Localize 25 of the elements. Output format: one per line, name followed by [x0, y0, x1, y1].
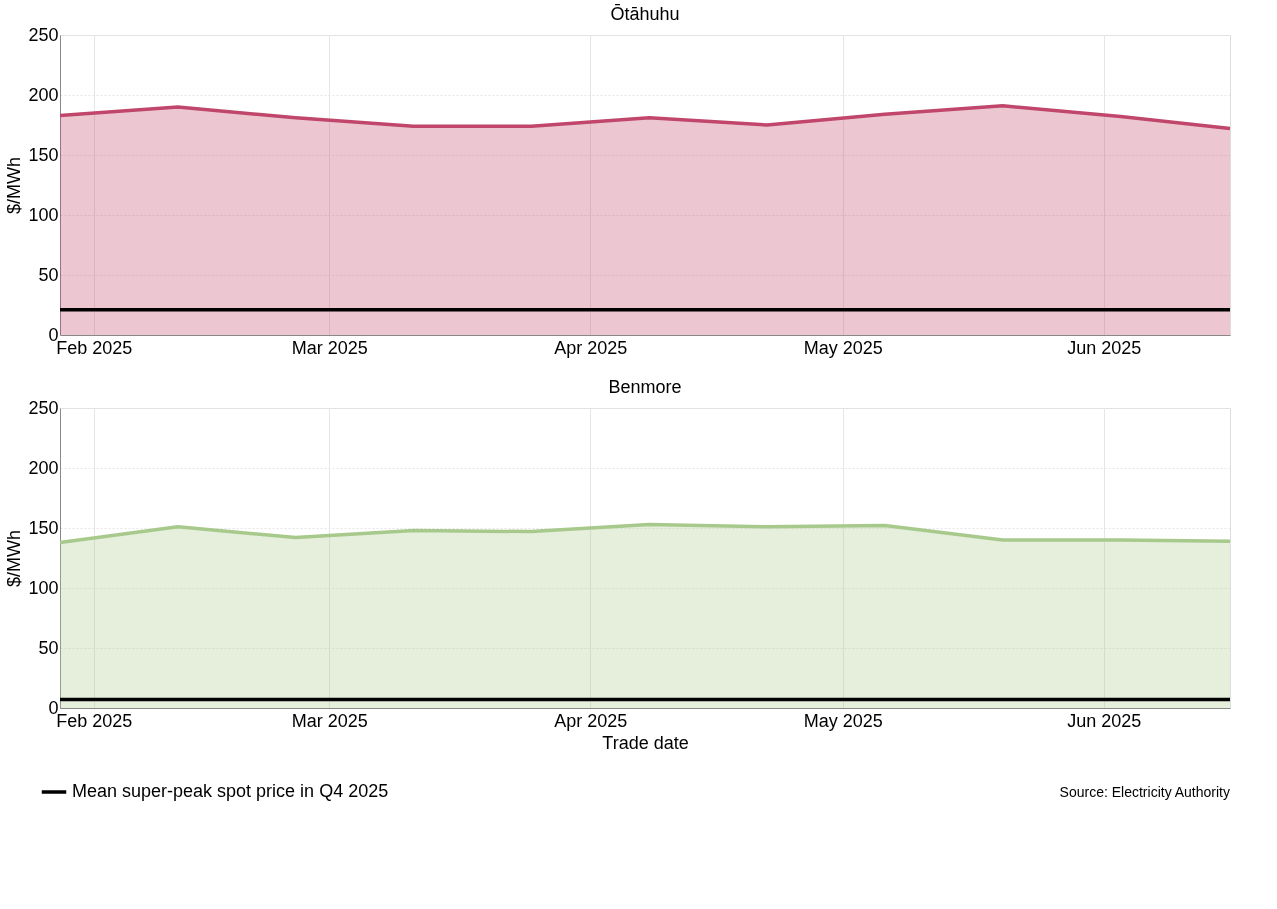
x-tick-label: Mar 2025	[291, 710, 368, 731]
y-tick-label: 200	[28, 457, 59, 478]
y-tick-label: 100	[28, 577, 59, 598]
x-tick-label: Apr 2025	[554, 710, 628, 731]
y-tick-label: 100	[28, 204, 59, 225]
y-tick-label: 150	[28, 144, 59, 165]
chart-title: Ōtāhuhu	[610, 4, 680, 24]
x-tick-label: Jun 2025	[1067, 337, 1142, 358]
x-tick-label: Jun 2025	[1067, 710, 1142, 731]
y-axis-title: $/MWh	[4, 156, 25, 215]
y-tick-label: 150	[28, 517, 59, 538]
y-axis-title: $/MWh	[4, 529, 25, 588]
legend-label: Mean super-peak spot price in Q4 2025	[72, 781, 389, 801]
chart-title: Benmore	[608, 377, 682, 397]
y-tick-label: 250	[28, 24, 59, 45]
x-axis-title: Trade date	[602, 732, 689, 753]
x-tick-label: May 2025	[803, 710, 883, 731]
y-tick-label: 200	[28, 84, 59, 105]
source-note: Source: Electricity Authority	[1059, 784, 1230, 800]
y-tick-label: 250	[28, 397, 59, 418]
y-tick-label: 50	[38, 264, 59, 285]
x-tick-label: May 2025	[803, 337, 883, 358]
x-tick-label: Mar 2025	[291, 337, 368, 358]
y-tick-label: 50	[38, 637, 59, 658]
x-tick-label: Apr 2025	[554, 337, 628, 358]
